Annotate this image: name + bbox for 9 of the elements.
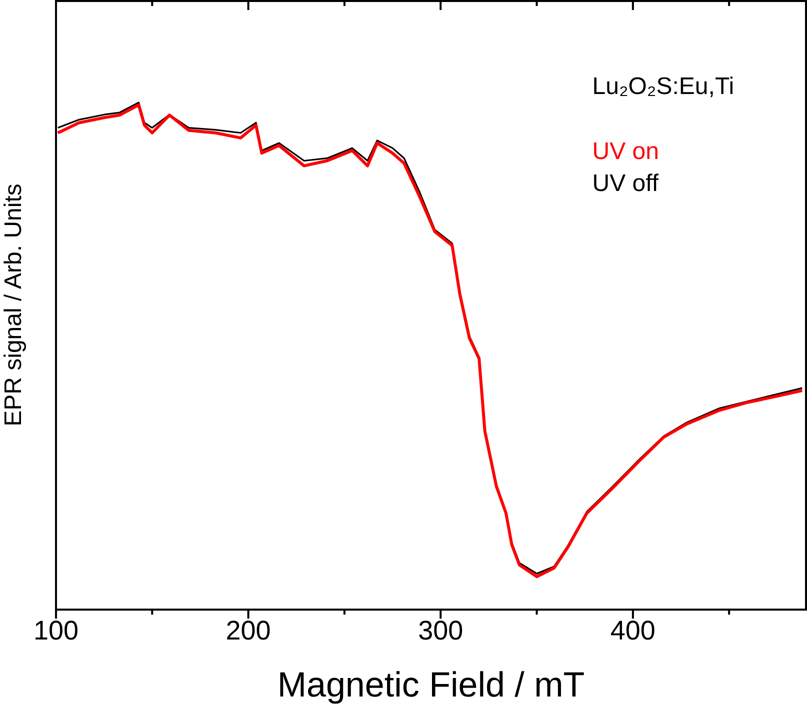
text: UV on	[592, 137, 659, 167]
x-tick-label: 400	[610, 615, 656, 646]
x-axis-title: Magnetic Field / mT	[277, 666, 585, 705]
y-axis-title: EPR signal / Arb. Units	[0, 184, 28, 427]
x-tick-label: 300	[418, 615, 464, 646]
x-tick-label: 100	[33, 615, 79, 646]
x-tick-label: 200	[226, 615, 271, 646]
text: Lu₂O₂S:Eu,Ti	[592, 73, 734, 101]
text: UV off	[592, 169, 659, 199]
